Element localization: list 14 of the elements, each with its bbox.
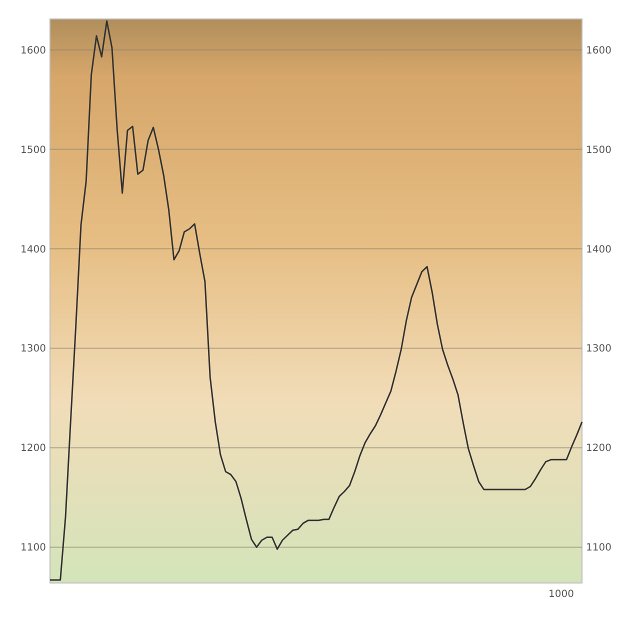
y2-tick-label: 1200 xyxy=(586,443,612,454)
y2-tick-label: 1600 xyxy=(586,45,612,56)
y2-tick-label: 1500 xyxy=(586,144,612,156)
y-tick-label: 1500 xyxy=(20,144,46,156)
y2-tick-label: 1300 xyxy=(586,344,612,355)
y-tick-label: 1200 xyxy=(20,443,46,454)
y-tick-label: 1300 xyxy=(20,344,46,355)
y-tick-label: 1100 xyxy=(20,542,46,554)
y-tick-label: 1600 xyxy=(20,45,46,56)
y2-tick-label: 1100 xyxy=(586,542,612,554)
y-tick-label: 1400 xyxy=(20,244,46,256)
line-series xyxy=(49,20,583,581)
text: 1000 xyxy=(548,589,574,600)
y2-tick-label: 1400 xyxy=(586,244,612,256)
